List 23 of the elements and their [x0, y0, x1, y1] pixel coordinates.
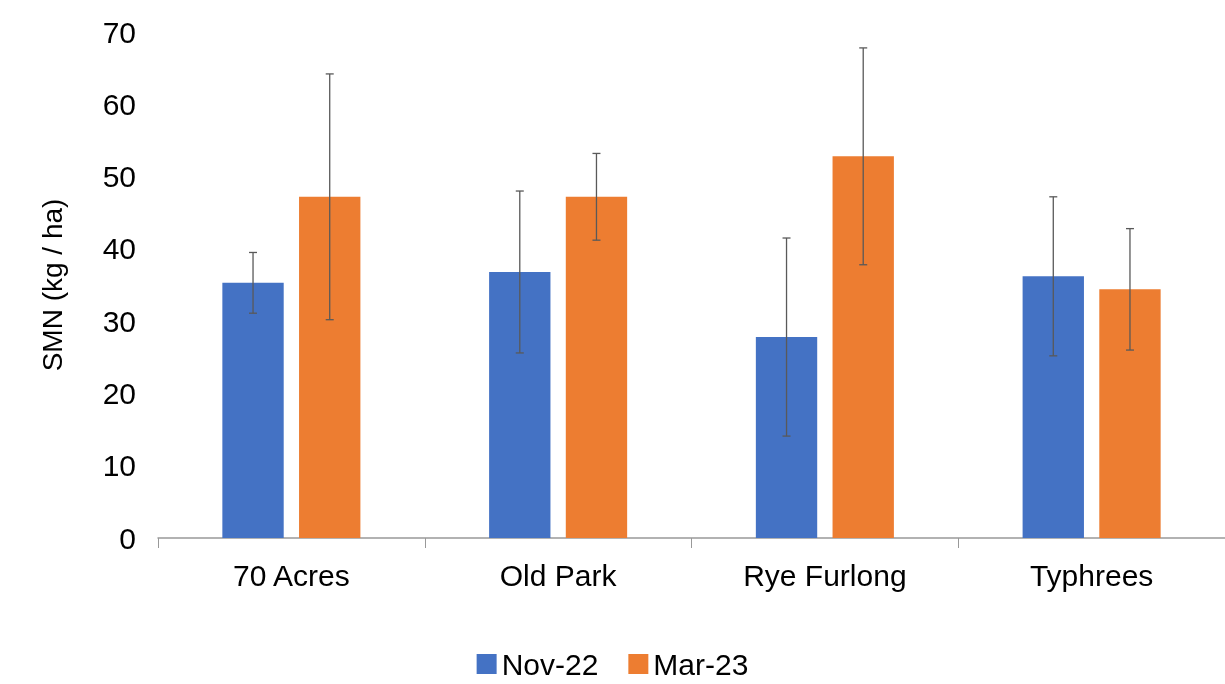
legend-label: Nov-22 — [501, 647, 599, 681]
x-tick-label: Old Park — [499, 558, 618, 592]
bar — [1099, 289, 1161, 538]
y-axis-title: SMN (kg / ha) — [36, 198, 68, 372]
bar — [755, 337, 818, 538]
bar — [832, 156, 894, 538]
x-tick-label: Typhrees — [1029, 558, 1154, 592]
y-tick-label: 30 — [102, 304, 136, 338]
bar — [299, 196, 361, 538]
bar — [1022, 276, 1084, 538]
x-tick-label: 70 Acres — [233, 558, 350, 592]
y-tick-label: 70 — [102, 15, 136, 49]
y-tick-label: 40 — [102, 232, 136, 266]
legend-label: Mar-23 — [653, 647, 749, 681]
y-tick-label: 20 — [102, 376, 136, 410]
y-tick-label: 50 — [102, 160, 136, 194]
x-tick-label: Rye Furlong — [743, 558, 907, 592]
bar — [565, 196, 628, 538]
y-tick-label: 0 — [119, 521, 136, 555]
y-tick-label: 10 — [102, 449, 136, 483]
bar — [222, 282, 284, 538]
y-tick-label: 60 — [102, 87, 136, 121]
bar — [489, 271, 551, 538]
